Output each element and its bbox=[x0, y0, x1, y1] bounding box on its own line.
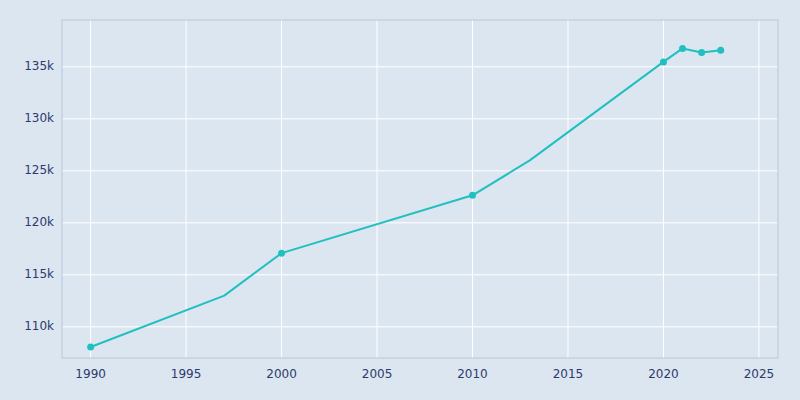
x-tick-label: 1990 bbox=[75, 367, 106, 381]
marker bbox=[679, 45, 686, 52]
y-tick-label: 120k bbox=[24, 215, 54, 229]
y-tick-label: 115k bbox=[24, 267, 54, 281]
x-tick-label: 2005 bbox=[362, 367, 393, 381]
x-tick-label: 2010 bbox=[457, 367, 488, 381]
y-grid-line bbox=[62, 170, 778, 171]
marker bbox=[278, 250, 285, 257]
x-tick-label: 2020 bbox=[648, 367, 679, 381]
y-tick-label: 125k bbox=[24, 163, 54, 177]
plot-frame bbox=[62, 20, 778, 358]
x-grid-line bbox=[186, 20, 187, 358]
y-tick-label: 135k bbox=[24, 59, 54, 73]
x-grid-line bbox=[472, 20, 473, 358]
x-grid-line bbox=[663, 20, 664, 358]
background bbox=[0, 0, 800, 400]
y-tick-label: 110k bbox=[24, 319, 54, 333]
marker bbox=[717, 47, 724, 54]
data bbox=[87, 45, 724, 351]
y-grid-line bbox=[62, 222, 778, 223]
marker bbox=[698, 49, 705, 56]
x-tick-label: 2000 bbox=[266, 367, 297, 381]
chart: 110k 115k 120k 125k 130k 135k 1990 1995 2000 2005… bbox=[0, 0, 800, 400]
x-grid-line bbox=[758, 20, 759, 358]
tick-labels: 110k 115k 120k 125k 130k 135k 1990 1995 2000 2005… bbox=[24, 59, 774, 381]
x-grid-line bbox=[377, 20, 378, 358]
marker bbox=[660, 58, 667, 65]
x-tick-label: 1995 bbox=[171, 367, 202, 381]
y-grid-line bbox=[62, 274, 778, 275]
x-tick-label: 2015 bbox=[553, 367, 584, 381]
line bbox=[91, 48, 721, 347]
marker bbox=[87, 344, 94, 351]
marker bbox=[469, 192, 476, 199]
x-tick-label: 2025 bbox=[744, 367, 775, 381]
y-tick-label: 130k bbox=[24, 111, 54, 125]
x-grid-line bbox=[567, 20, 568, 358]
y-grid-line bbox=[62, 326, 778, 327]
x-grid-line bbox=[90, 20, 91, 358]
grid bbox=[62, 20, 778, 358]
x-grid-line bbox=[281, 20, 282, 358]
y-grid-line bbox=[62, 66, 778, 67]
y-grid-line bbox=[62, 118, 778, 119]
